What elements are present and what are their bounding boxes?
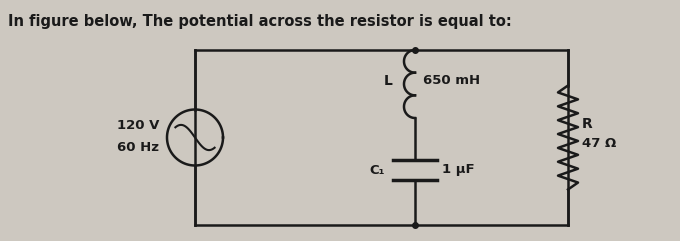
Text: In figure below, The potential across the resistor is equal to:: In figure below, The potential across th… — [8, 14, 512, 29]
Text: 650 mH: 650 mH — [423, 74, 480, 87]
Text: 120 V: 120 V — [117, 119, 159, 132]
Text: L: L — [384, 74, 393, 87]
Text: 47 Ω: 47 Ω — [582, 137, 616, 150]
Text: 60 Hz: 60 Hz — [117, 141, 159, 154]
Text: 1 μF: 1 μF — [442, 163, 475, 176]
Text: R: R — [582, 116, 593, 130]
Text: C₁: C₁ — [369, 163, 385, 176]
